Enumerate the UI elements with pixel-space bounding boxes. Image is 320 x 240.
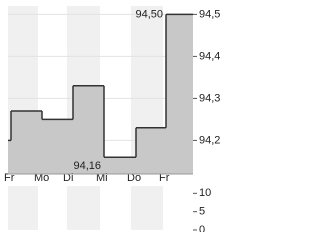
y-tick-label: 5 — [199, 206, 205, 218]
y-tick-label: 94,3 — [199, 92, 220, 104]
chart: 94,5 94,4 94,3 94,2 94,50 94,16 Fr Mo Di Mi Do Fr 10… — [4, 6, 220, 232]
day-band — [67, 186, 100, 230]
y-tick-label: 94,4 — [199, 50, 220, 62]
x-tick-label: Di — [63, 172, 73, 184]
y-tick-label: 94,5 — [199, 8, 220, 20]
annotation: 94,50 — [135, 8, 163, 20]
x-tick-label: Fr — [4, 172, 15, 184]
day-band — [8, 186, 38, 230]
x-tick-label: Fr — [159, 172, 170, 184]
x-tick-label: Do — [127, 172, 141, 184]
day-band — [131, 186, 163, 230]
x-tick-label: Mi — [96, 172, 108, 184]
area — [8, 14, 193, 175]
y-tick-label: 10 — [199, 187, 211, 199]
annotation: 94,16 — [73, 160, 101, 172]
y-tick-label: 0 — [199, 224, 205, 232]
x-tick-label: Mo — [34, 172, 49, 184]
y-tick-label: 94,2 — [199, 134, 220, 146]
